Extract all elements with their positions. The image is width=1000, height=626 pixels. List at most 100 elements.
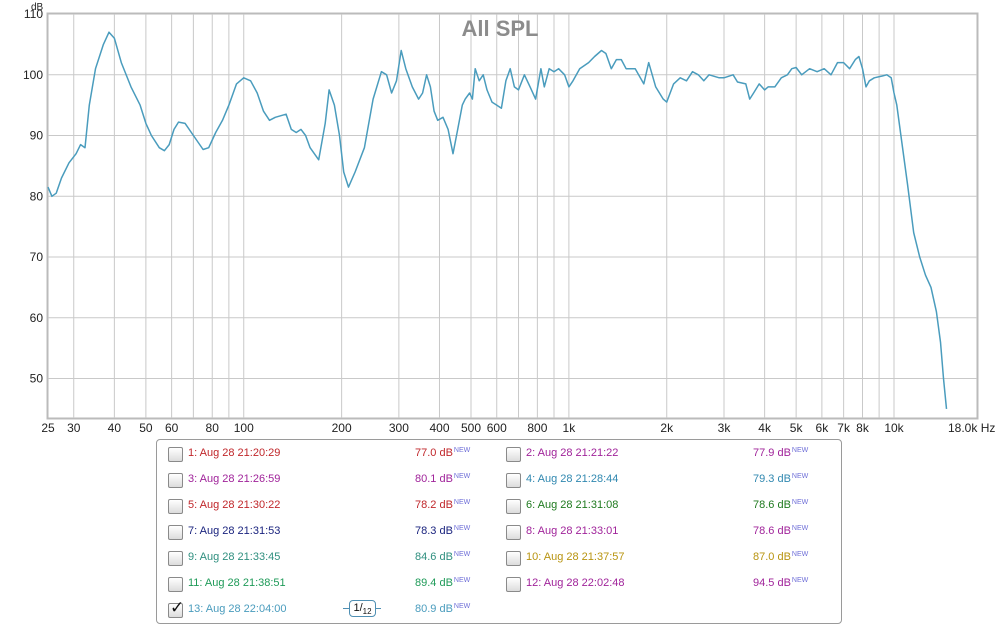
measurement-checkbox[interactable] [168,499,183,514]
legend-entry: 7: Aug 28 21:31:53 78.3 dBNEW [168,525,488,543]
new-tag: NEW [791,473,809,480]
new-tag: NEW [453,473,471,480]
legend-value: 78.6 dBNEW [753,499,809,511]
new-tag: NEW [791,577,809,584]
new-tag: NEW [791,447,809,454]
page-selector[interactable]: 1/12 [343,600,381,617]
legend-label: 4: Aug 28 21:28:44 [526,473,619,485]
legend-entry: 12: Aug 28 22:02:48 94.5 dBNEW [506,577,826,595]
x-tick-label: 18.0k Hz [948,421,995,435]
legend-panel: 1: Aug 28 21:20:29 77.0 dBNEW 2: Aug 28 21… [156,439,842,624]
x-tick-label: 600 [487,421,507,435]
legend-value: 80.1 dBNEW [415,473,471,485]
measurement-checkbox[interactable] [506,577,521,592]
measurement-checkbox[interactable] [506,499,521,514]
legend-value: 78.6 dBNEW [753,525,809,537]
legend-value: 87.0 dBNEW [753,551,809,563]
y-unit-label: dB [31,2,44,13]
y-tick-label: 60 [30,311,44,325]
x-tick-label: 3k [718,421,732,435]
new-tag: NEW [453,499,471,506]
x-tick-label: 4k [758,421,772,435]
legend-entry: 10: Aug 28 21:37:57 87.0 dBNEW [506,551,826,569]
y-tick-label: 90 [30,129,44,143]
legend-entry: 3: Aug 28 21:26:59 80.1 dBNEW [168,473,488,491]
measurement-checkbox[interactable] [168,525,183,540]
legend-entry: 11: Aug 28 21:38:51 89.4 dBNEW [168,577,488,595]
new-tag: NEW [453,551,471,558]
legend-label: 5: Aug 28 21:30:22 [188,499,281,511]
y-tick-label: 110 [24,7,43,21]
x-tick-label: 25 [41,421,55,435]
x-tick-label: 6k [816,421,830,435]
legend-label: 12: Aug 28 22:02:48 [526,577,625,589]
legend-label: 6: Aug 28 21:31:08 [526,499,619,511]
legend-value: 80.9 dBNEW [415,603,471,615]
legend-label: 13: Aug 28 22:04:00 [188,603,287,615]
chart-title: All SPL [461,16,538,41]
legend-value: 78.2 dBNEW [415,499,471,511]
x-tick-label: 400 [429,421,449,435]
legend-value: 77.9 dBNEW [753,447,809,459]
page-selector-box: 1/12 [349,600,376,617]
legend-value: 94.5 dBNEW [753,577,809,589]
measurement-checkbox[interactable] [168,577,183,592]
new-tag: NEW [453,603,471,610]
measurement-checkbox[interactable] [168,473,183,488]
y-tick-label: 70 [30,250,44,264]
measurement-checkbox[interactable] [168,447,183,462]
spl-chart: All SPL 50 60 70 80 90 100 110 dB 25 30 40 50 60 80… [23,2,995,435]
new-tag: NEW [453,525,471,532]
x-tick-label: 5k [790,421,804,435]
legend-value: 89.4 dBNEW [415,577,471,589]
series-line [47,31,948,409]
legend-entry: ✓ 13: Aug 28 22:04:00 80.9 dBNEW 1/12 [168,599,488,621]
x-tick-label: 300 [389,421,409,435]
x-tick-label: 40 [108,421,122,435]
page-total: 12 [362,607,372,617]
measurement-checkbox[interactable] [506,447,521,462]
legend-entry: 6: Aug 28 21:31:08 78.6 dBNEW [506,499,826,517]
measurement-checkbox[interactable] [506,525,521,540]
new-tag: NEW [791,499,809,506]
legend-label: 8: Aug 28 21:33:01 [526,525,619,537]
legend-entry: 9: Aug 28 21:33:45 84.6 dBNEW [168,551,488,569]
x-tick-label: 200 [332,421,352,435]
legend-value: 77.0 dBNEW [415,447,471,459]
new-tag: NEW [791,525,809,532]
legend-label: 1: Aug 28 21:20:29 [188,447,281,459]
x-tick-label: 800 [527,421,547,435]
measurement-checkbox[interactable] [168,551,183,566]
checkmark-icon: ✓ [170,598,185,617]
y-tick-label: 50 [30,372,44,386]
x-tick-label: 8k [856,421,870,435]
x-tick-label: 100 [234,421,254,435]
legend-label: 3: Aug 28 21:26:59 [188,473,281,485]
legend-value: 78.3 dBNEW [415,525,471,537]
legend-label: 2: Aug 28 21:21:22 [526,447,619,459]
legend-entry: 4: Aug 28 21:28:44 79.3 dBNEW [506,473,826,491]
legend-entry: 5: Aug 28 21:30:22 78.2 dBNEW [168,499,488,517]
legend-entry: 2: Aug 28 21:21:22 77.9 dBNEW [506,447,826,465]
x-tick-label: 60 [165,421,179,435]
x-tick-label: 10k [884,421,904,435]
x-tick-label: 500 [461,421,481,435]
legend-value: 84.6 dBNEW [415,551,471,563]
measurement-checkbox[interactable] [506,473,521,488]
legend-label: 7: Aug 28 21:31:53 [188,525,281,537]
legend-label: 11: Aug 28 21:38:51 [188,577,286,589]
new-tag: NEW [791,551,809,558]
measurement-checkbox[interactable] [506,551,521,566]
legend-label: 9: Aug 28 21:33:45 [188,551,281,563]
legend-label: 10: Aug 28 21:37:57 [526,551,625,563]
legend-value: 79.3 dBNEW [753,473,809,485]
x-tick-label: 1k [563,421,577,435]
new-tag: NEW [453,577,471,584]
x-tick-label: 2k [660,421,674,435]
measurement-checkbox[interactable]: ✓ [168,599,184,618]
legend-entry: 8: Aug 28 21:33:01 78.6 dBNEW [506,525,826,543]
x-tick-label: 30 [67,421,81,435]
y-tick-label: 100 [23,68,43,82]
y-tick-label: 80 [30,189,44,203]
new-tag: NEW [453,447,471,454]
